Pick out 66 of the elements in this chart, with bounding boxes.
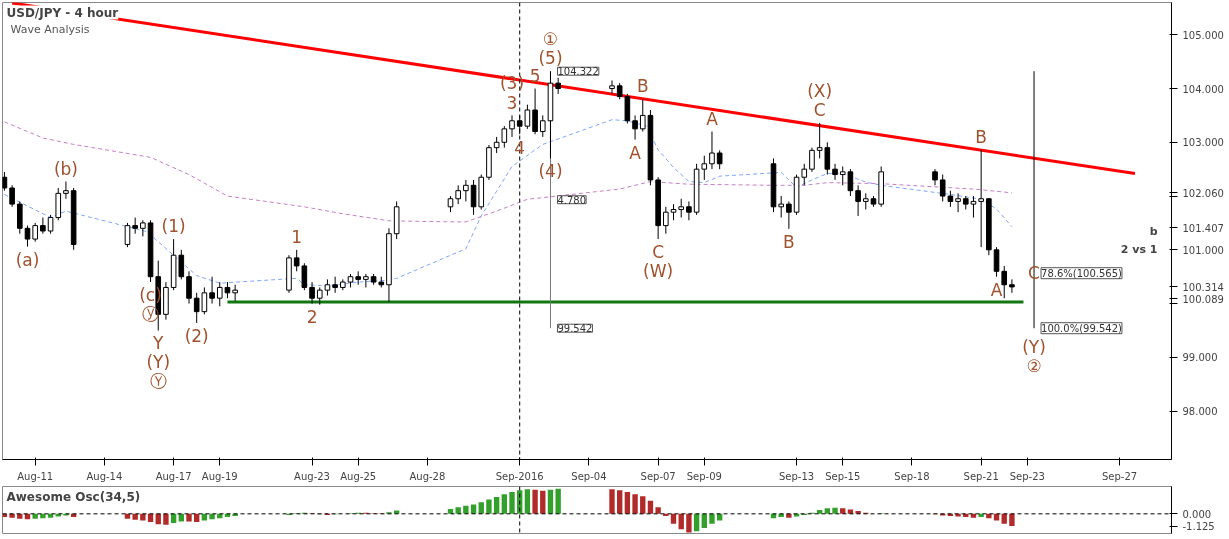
x-tick-label: Aug-19 <box>201 470 238 482</box>
annotation: (1) <box>161 216 186 237</box>
y-tick-label: 103.000 <box>1182 137 1224 149</box>
annotation: (X) <box>807 80 833 101</box>
x-tick-label: Aug-23 <box>294 470 330 482</box>
x-tick-label: Aug-11 <box>17 470 54 482</box>
annotation: (3) <box>499 73 525 94</box>
annotation: 3 <box>506 92 518 113</box>
y-tick-label: 0.000 <box>1182 508 1212 520</box>
annotation: (Y) <box>1022 337 1046 358</box>
annotation: ① <box>542 29 559 50</box>
y-tick-label: 102.060 <box>1182 187 1224 199</box>
annotation: A <box>629 142 642 163</box>
annotation: C <box>652 242 665 263</box>
x-tick-label: Sep-2016 <box>495 470 544 482</box>
annotation: 1 <box>291 227 303 248</box>
x-tick-label: Sep-15 <box>825 470 861 482</box>
chart-title: Awesome Osc(34,5) <box>6 489 141 504</box>
annotation: (b) <box>53 158 78 179</box>
annotation: 99.542 <box>557 323 593 335</box>
x-tick-label: Sep-04 <box>571 470 607 482</box>
annotation: C <box>813 99 826 120</box>
y-tick-label: -1.125 <box>1182 521 1215 533</box>
y-tick-label: 100.089 <box>1182 293 1224 305</box>
annotation: 78.6%(100.565) <box>1041 267 1123 279</box>
annotation: 4.780 <box>557 194 587 206</box>
annotation: 100.0%(99.542) <box>1041 322 1123 334</box>
y-tick-label: 101.407 <box>1182 222 1224 234</box>
annotation: (2) <box>184 325 209 346</box>
annotation: 4 <box>514 137 526 158</box>
annotation: A <box>990 279 1003 300</box>
annotation: B <box>783 231 795 252</box>
x-tick-label: Sep-09 <box>686 470 722 482</box>
annotation: B <box>636 76 649 97</box>
x-tick-label: Sep-21 <box>963 470 999 482</box>
x-tick-label: Aug-25 <box>340 470 377 482</box>
y-tick-label: 100.314 <box>1182 281 1224 293</box>
annotation: Ⓨ <box>149 371 167 392</box>
x-tick-label: Sep-13 <box>778 470 815 482</box>
y-tick-label: 98.000 <box>1182 406 1218 418</box>
annotation: (Y) <box>146 352 171 373</box>
annotation: (a) <box>15 249 40 270</box>
annotation: 2 <box>306 307 318 328</box>
text: Wave Analysis <box>10 22 90 36</box>
x-tick-label: Aug-14 <box>86 470 123 482</box>
annotation: 104.322 <box>557 66 599 78</box>
x-tick-label: Aug-28 <box>409 470 446 482</box>
y-tick-label: 101.000 <box>1182 244 1224 256</box>
x-tick-label: Aug-17 <box>155 470 192 482</box>
annotation: b <box>1149 224 1158 238</box>
annotation: (5) <box>538 48 563 69</box>
y-tick-label: 105.000 <box>1182 29 1224 41</box>
annotation: ② <box>1026 356 1042 377</box>
annotation: A <box>706 108 719 129</box>
y-tick-label: 104.000 <box>1182 83 1224 95</box>
x-tick-label: Sep-18 <box>894 470 930 482</box>
annotation: 5 <box>529 66 541 87</box>
x-tick-label: Sep-27 <box>1102 470 1138 482</box>
annotation: (W) <box>643 261 674 282</box>
annotation: Y <box>152 333 165 354</box>
x-tick-label: Sep-23 <box>1009 470 1045 482</box>
annotation: B <box>975 126 987 147</box>
y-tick-label: 99.000 <box>1182 352 1218 364</box>
annotation: 2 vs 1 <box>1120 242 1158 256</box>
chart-title: USD/JPY - 4 hour <box>6 5 119 20</box>
x-tick-label: Sep-07 <box>640 470 676 482</box>
